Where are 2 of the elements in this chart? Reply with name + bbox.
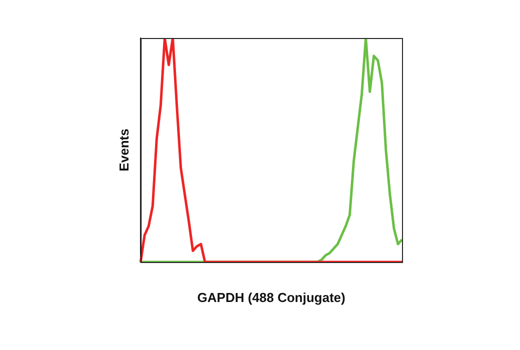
x-axis-title: GAPDH (488 Conjugate) [197, 290, 346, 305]
y-axis-title: Events [116, 128, 132, 172]
